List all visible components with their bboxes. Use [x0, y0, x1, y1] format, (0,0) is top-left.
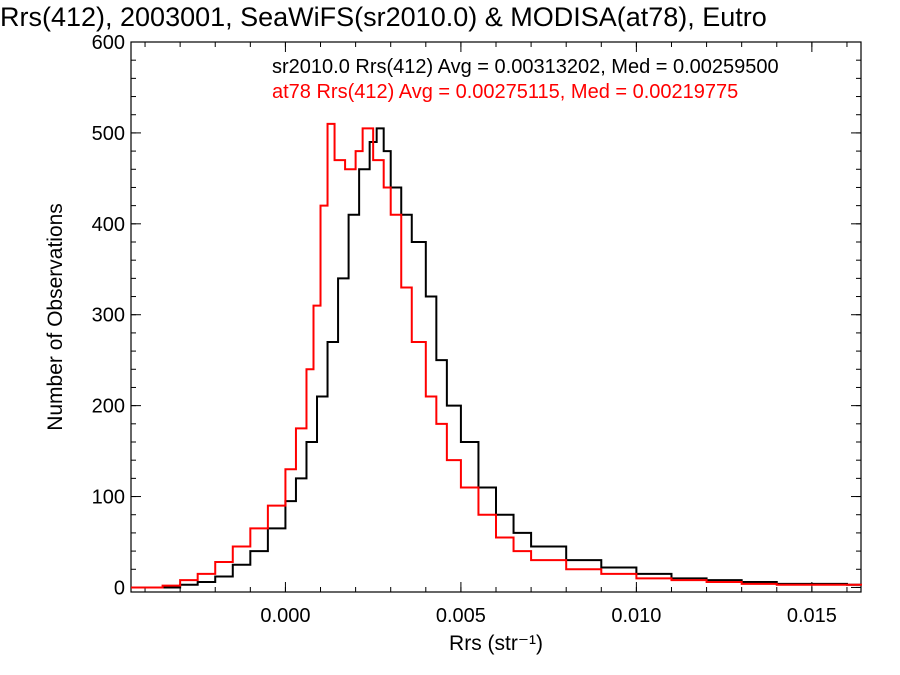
legend-entry: at78 Rrs(412) Avg = 0.00275115, Med = 0.…: [272, 81, 738, 103]
histogram-series-sr2010.0: [131, 127, 861, 589]
y-tick-label: 600: [92, 32, 125, 54]
chart-title: Rrs(412), 2003001, SeaWiFS(sr2010.0) & M…: [0, 2, 767, 32]
y-tick-label: 200: [92, 396, 125, 418]
legend-entry: sr2010.0 Rrs(412) Avg = 0.00313202, Med …: [272, 56, 779, 78]
axis-ticks: 0.000 0.005 0.010 0.015 0 100 200 300 400 500 600: [92, 32, 861, 627]
series-layer: [131, 122, 862, 589]
x-axis-label: Rrs (str⁻¹): [449, 632, 543, 655]
x-tick-label: 0.010: [611, 605, 661, 627]
x-tick-label: 0.005: [436, 605, 486, 627]
y-tick-label: 400: [92, 214, 125, 236]
y-axis-label: Number of Observations: [44, 203, 67, 431]
x-tick-label: 0.015: [787, 605, 837, 627]
y-tick-label: 100: [92, 487, 125, 509]
y-tick-label: 300: [92, 305, 125, 327]
legend: sr2010.0 Rrs(412) Avg = 0.00313202, Med …: [272, 56, 779, 103]
y-tick-label: 0: [114, 577, 125, 599]
x-tick-label: 0.000: [260, 605, 310, 627]
histogram-series-at78: [131, 122, 862, 589]
y-tick-label: 500: [92, 123, 125, 145]
